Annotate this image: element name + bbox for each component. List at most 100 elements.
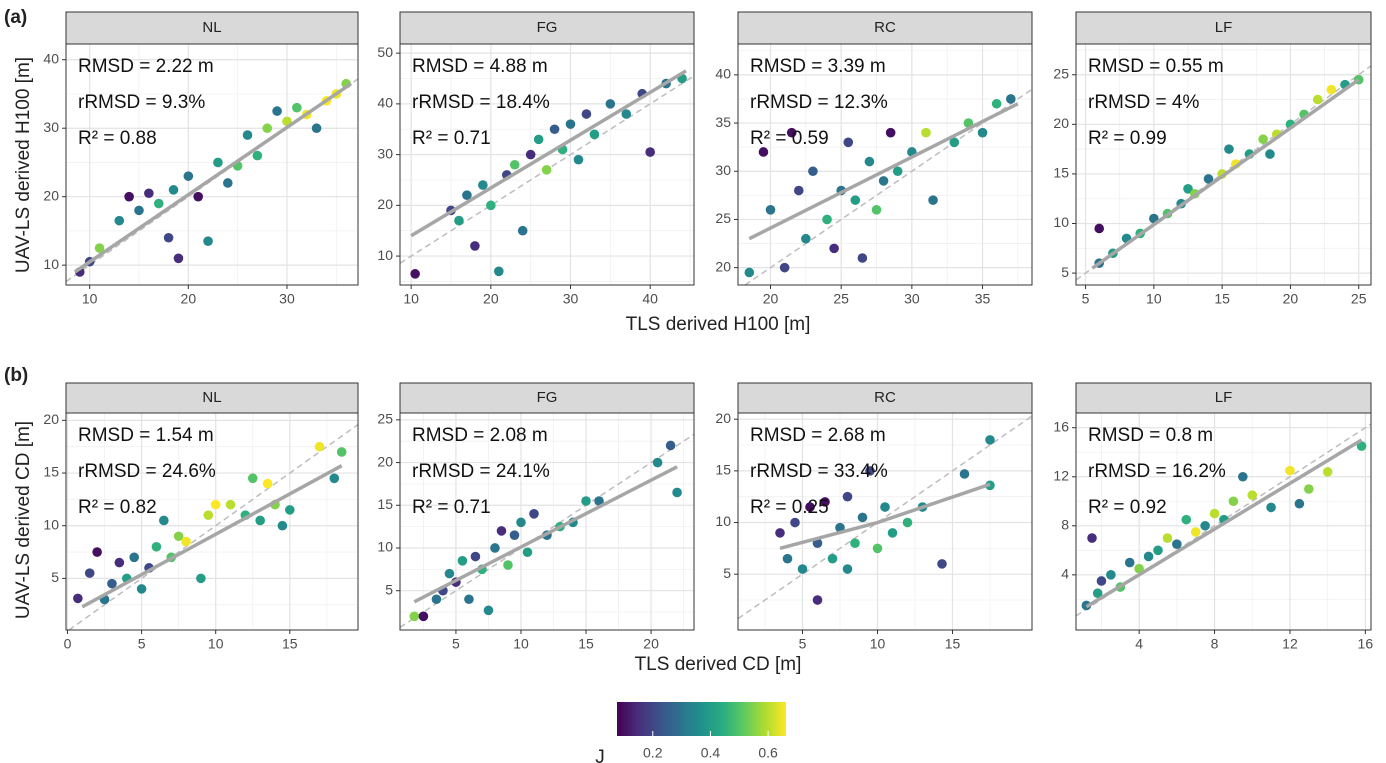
point bbox=[801, 233, 811, 244]
panel-border bbox=[737, 412, 1033, 631]
y-tick-label: 20 bbox=[377, 196, 393, 212]
stat-label: RMSD = 2.22 m bbox=[78, 56, 214, 77]
point bbox=[522, 547, 533, 558]
strip-background bbox=[1075, 11, 1372, 45]
strip-background bbox=[65, 382, 359, 414]
panel-content bbox=[66, 413, 358, 630]
point bbox=[203, 510, 214, 520]
point bbox=[92, 547, 102, 557]
point bbox=[645, 147, 655, 157]
colorbar-tick-label: 0.2 bbox=[643, 745, 663, 761]
x-tick-label: 10 bbox=[1146, 291, 1162, 307]
x-tick-label: 20 bbox=[763, 291, 779, 307]
y-tick-label: 10 bbox=[377, 539, 393, 555]
strip-label: NL bbox=[202, 389, 221, 406]
point bbox=[183, 171, 194, 181]
panel-content bbox=[66, 44, 358, 285]
y-tick-label: 30 bbox=[43, 119, 59, 135]
point bbox=[1322, 467, 1333, 477]
point bbox=[842, 564, 853, 574]
panel-border bbox=[65, 412, 359, 631]
point bbox=[193, 191, 203, 202]
point bbox=[985, 435, 995, 445]
point bbox=[1266, 502, 1276, 513]
point bbox=[885, 127, 896, 138]
point bbox=[581, 496, 591, 506]
strip-background bbox=[399, 382, 695, 414]
point bbox=[159, 515, 169, 526]
point bbox=[652, 457, 663, 468]
point bbox=[928, 195, 938, 205]
y-tick-label: 20 bbox=[43, 187, 59, 203]
x-tick-label: 25 bbox=[1351, 291, 1367, 307]
point bbox=[672, 487, 682, 498]
strip-background bbox=[1075, 382, 1372, 414]
point bbox=[1190, 527, 1201, 537]
y-tick-label: 20 bbox=[1053, 115, 1069, 131]
panel-content bbox=[1076, 413, 1371, 630]
strip-label: LF bbox=[1215, 19, 1233, 36]
y-tick-label: 50 bbox=[377, 44, 393, 60]
plot-panel bbox=[66, 413, 358, 630]
point bbox=[921, 127, 931, 138]
point bbox=[1238, 471, 1248, 482]
point bbox=[311, 123, 322, 134]
panel-border bbox=[737, 43, 1033, 286]
point bbox=[878, 176, 889, 186]
x-tick-label: 20 bbox=[483, 291, 499, 307]
point bbox=[114, 215, 125, 226]
point bbox=[892, 166, 903, 177]
point bbox=[462, 190, 472, 200]
point bbox=[124, 191, 134, 202]
stat-label: R² = 0.71 bbox=[412, 497, 491, 518]
point bbox=[285, 505, 295, 515]
point bbox=[594, 496, 604, 506]
point bbox=[963, 118, 974, 128]
point bbox=[252, 150, 263, 161]
point bbox=[454, 215, 464, 226]
x-tick-label: 25 bbox=[833, 291, 849, 307]
point bbox=[887, 528, 898, 538]
fit-line bbox=[73, 82, 353, 274]
colorbar-tick-label: 0.4 bbox=[701, 745, 721, 761]
y-tick-label: 40 bbox=[715, 66, 731, 82]
point bbox=[292, 102, 302, 113]
point bbox=[314, 441, 325, 452]
stat-label: RMSD = 3.39 m bbox=[750, 56, 886, 77]
stat-label: RMSD = 1.54 m bbox=[78, 425, 214, 446]
strip-label: FG bbox=[537, 19, 558, 36]
point bbox=[1224, 144, 1234, 154]
y-tick-label: 30 bbox=[715, 162, 731, 178]
x-tick-label: 20 bbox=[1283, 291, 1299, 307]
y-tick-label: 10 bbox=[43, 516, 59, 532]
point bbox=[444, 568, 455, 579]
point bbox=[272, 106, 282, 116]
panel-border bbox=[399, 412, 695, 631]
point bbox=[1087, 533, 1097, 543]
point bbox=[857, 253, 868, 263]
stat-label: RMSD = 4.88 m bbox=[412, 56, 548, 77]
y-tick-label: 25 bbox=[377, 411, 393, 427]
point bbox=[793, 185, 804, 196]
point bbox=[173, 253, 184, 264]
point bbox=[871, 205, 882, 215]
point bbox=[418, 611, 429, 622]
identity-line bbox=[68, 423, 358, 630]
point bbox=[872, 543, 883, 554]
stat-label: RMSD = 2.08 m bbox=[412, 425, 548, 446]
point bbox=[779, 262, 790, 273]
point bbox=[829, 243, 839, 254]
y-tick-label: 10 bbox=[377, 247, 393, 263]
point bbox=[173, 531, 184, 542]
fit-line bbox=[748, 102, 1019, 241]
stat-label: RMSD = 0.55 m bbox=[1088, 56, 1224, 77]
point bbox=[949, 137, 960, 148]
y-tick-label: 40 bbox=[377, 95, 393, 111]
x-tick-label: 12 bbox=[1282, 636, 1298, 652]
strip-background bbox=[737, 11, 1033, 45]
point bbox=[247, 473, 258, 484]
x-tick-label: 5 bbox=[799, 636, 807, 652]
stat-label: R² = 0.82 bbox=[78, 497, 157, 518]
point bbox=[486, 200, 496, 211]
